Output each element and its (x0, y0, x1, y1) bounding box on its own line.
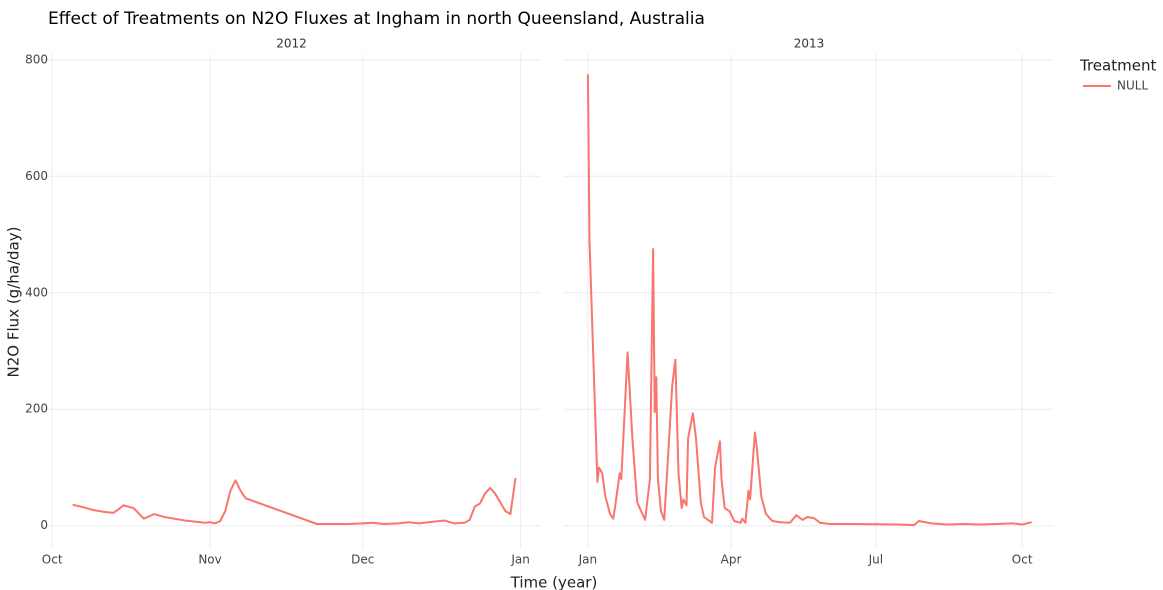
x-tick-label: Oct (42, 553, 63, 567)
x-tick-label: Jul (868, 553, 883, 567)
series-line (586, 74, 1032, 527)
x-tick-label: Dec (351, 553, 374, 567)
legend-title: Treatment (1079, 57, 1156, 75)
y-tick-label: 600 (25, 169, 48, 183)
series-line (72, 477, 517, 525)
legend-label: NULL (1117, 79, 1148, 93)
facet-label: 2012 (276, 37, 307, 51)
x-tick-label: Jan (578, 553, 598, 567)
y-tick-label: 200 (25, 402, 48, 416)
x-axis-title: Time (year) (510, 574, 598, 590)
x-tick-label: Apr (721, 553, 742, 567)
facet-label: 2013 (794, 37, 825, 51)
y-tick-label: 0 (40, 518, 48, 532)
x-tick-label: Jan (510, 553, 530, 567)
x-tick-label: Nov (198, 553, 221, 567)
x-tick-label: Oct (1012, 553, 1033, 567)
y-tick-label: 400 (25, 285, 48, 299)
y-axis-title: N2O Flux (g/ha/day) (5, 227, 23, 378)
y-tick-label: 800 (25, 52, 48, 66)
chart-title: Effect of Treatments on N2O Fluxes at In… (48, 9, 705, 29)
